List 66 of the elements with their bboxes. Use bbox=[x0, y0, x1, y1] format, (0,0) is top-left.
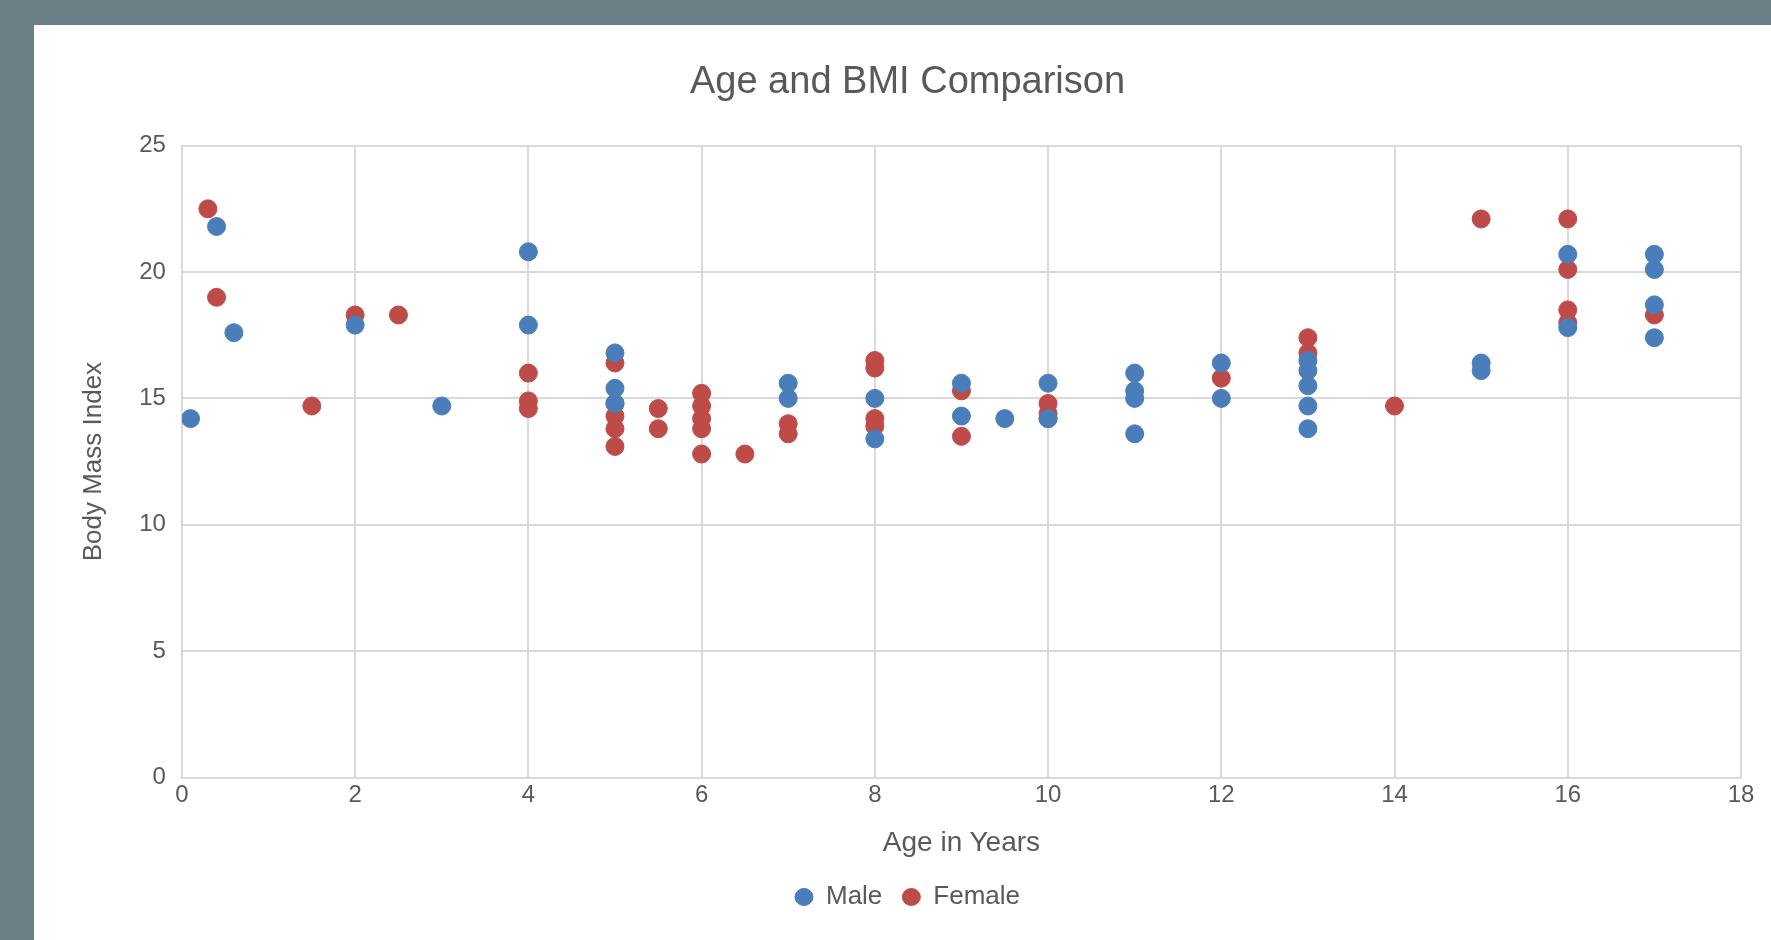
point bbox=[1125, 424, 1145, 444]
legend-label: Male bbox=[825, 880, 883, 911]
point bbox=[605, 343, 625, 363]
point bbox=[1211, 353, 1231, 373]
x-tick-label: 10 bbox=[1034, 779, 1062, 807]
point bbox=[1125, 363, 1145, 383]
point bbox=[302, 396, 322, 416]
y-tick-label: 20 bbox=[139, 256, 166, 284]
point bbox=[1038, 373, 1058, 393]
x-tick-label: 18 bbox=[1727, 779, 1755, 807]
x-tick-label: 8 bbox=[868, 779, 882, 807]
point bbox=[951, 426, 971, 446]
point bbox=[865, 388, 885, 408]
point bbox=[518, 363, 538, 383]
point bbox=[1644, 244, 1664, 264]
x-tick-label: 12 bbox=[1207, 779, 1235, 807]
y-tick-label: 25 bbox=[139, 130, 166, 158]
point bbox=[198, 199, 218, 219]
y-axis-title: Body Mass Index bbox=[76, 361, 107, 562]
legend-label: Female bbox=[933, 880, 1021, 911]
point bbox=[388, 305, 408, 325]
point bbox=[1558, 318, 1578, 338]
point bbox=[648, 419, 668, 439]
point bbox=[605, 419, 625, 439]
point bbox=[995, 409, 1015, 429]
point bbox=[432, 396, 452, 416]
point bbox=[1211, 388, 1231, 408]
point bbox=[778, 388, 798, 408]
point bbox=[1644, 295, 1664, 315]
x-tick-label: 14 bbox=[1381, 779, 1408, 807]
point bbox=[951, 373, 971, 393]
x-tick-label: 2 bbox=[348, 779, 362, 807]
point bbox=[207, 287, 227, 307]
point bbox=[181, 409, 201, 429]
x-axis-title: Age in Years bbox=[882, 825, 1041, 857]
point bbox=[1385, 396, 1405, 416]
point bbox=[865, 429, 885, 449]
point bbox=[518, 242, 538, 262]
point bbox=[648, 399, 668, 419]
y-tick-label: 5 bbox=[152, 635, 166, 663]
point bbox=[951, 406, 971, 426]
point bbox=[778, 373, 798, 393]
point bbox=[605, 378, 625, 398]
point bbox=[1298, 396, 1318, 416]
point bbox=[1558, 244, 1578, 264]
point bbox=[735, 444, 755, 464]
chart-title: Age and BMI Comparison bbox=[689, 59, 1126, 102]
point bbox=[207, 217, 227, 236]
point bbox=[518, 315, 538, 335]
point bbox=[345, 315, 365, 335]
point bbox=[1644, 259, 1664, 279]
point bbox=[224, 323, 244, 343]
point bbox=[1298, 419, 1318, 439]
y-tick-label: 0 bbox=[152, 762, 166, 790]
x-tick-label: 16 bbox=[1554, 779, 1582, 807]
y-tick-label: 10 bbox=[139, 509, 166, 537]
point bbox=[1298, 376, 1318, 396]
point bbox=[1471, 209, 1491, 229]
x-tick-label: 0 bbox=[175, 779, 189, 807]
x-tick-label: 6 bbox=[694, 779, 709, 807]
x-tick-label: 4 bbox=[521, 779, 536, 807]
point bbox=[1558, 209, 1578, 229]
point bbox=[1644, 328, 1664, 348]
y-tick-label: 15 bbox=[139, 383, 166, 411]
point bbox=[605, 436, 625, 456]
point bbox=[692, 444, 712, 464]
